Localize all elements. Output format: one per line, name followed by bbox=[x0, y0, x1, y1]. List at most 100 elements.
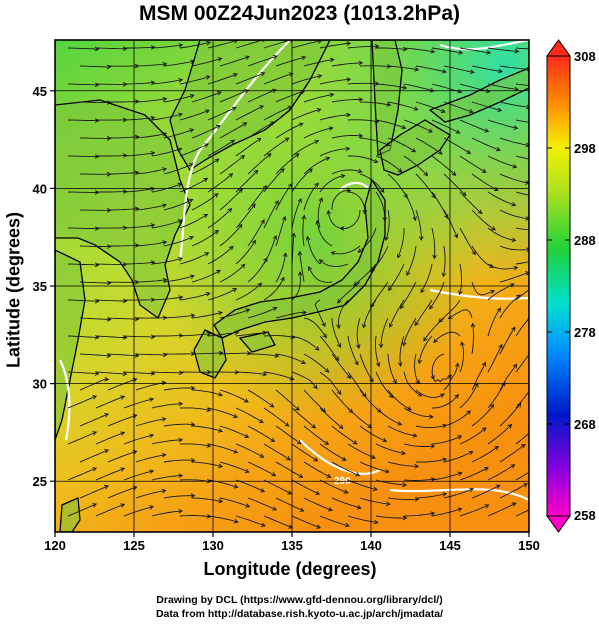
streamline bbox=[459, 227, 476, 255]
streamline-arrow bbox=[447, 374, 452, 380]
streamline-arrow bbox=[272, 506, 278, 511]
streamline-arrow bbox=[531, 312, 535, 316]
streamline-arrow bbox=[260, 219, 265, 224]
streamline-arrow bbox=[298, 122, 304, 127]
colorbar-tick-label: 258 bbox=[574, 508, 596, 523]
streamline bbox=[247, 389, 274, 408]
streamline-arrow bbox=[524, 271, 529, 276]
streamline-arrow bbox=[313, 384, 318, 390]
streamline bbox=[263, 73, 293, 85]
streamline bbox=[163, 198, 193, 211]
streamline bbox=[235, 479, 265, 493]
streamline bbox=[420, 263, 433, 293]
streamline bbox=[123, 335, 155, 338]
streamline bbox=[515, 471, 529, 481]
streamline bbox=[219, 188, 243, 211]
streamline-arrow bbox=[495, 484, 501, 489]
streamline-arrow bbox=[423, 171, 429, 177]
streamline bbox=[191, 270, 221, 283]
streamline-arrow bbox=[412, 433, 418, 438]
streamline-arrow bbox=[271, 472, 277, 477]
streamline-arrow bbox=[230, 139, 236, 145]
streamline bbox=[431, 119, 460, 134]
streamline bbox=[135, 168, 167, 175]
streamline-arrow bbox=[526, 247, 529, 252]
streamline bbox=[375, 155, 403, 173]
streamline bbox=[108, 100, 139, 103]
streamline-arrow bbox=[286, 456, 291, 461]
streamline-arrow bbox=[439, 393, 445, 398]
streamline bbox=[389, 299, 405, 328]
streamline bbox=[499, 101, 529, 108]
streamline bbox=[347, 155, 378, 163]
streamline bbox=[96, 190, 127, 193]
streamline bbox=[471, 137, 501, 151]
streamline bbox=[487, 424, 512, 445]
streamline bbox=[135, 241, 167, 247]
streamline bbox=[247, 55, 278, 67]
streamline bbox=[459, 155, 487, 173]
streamline bbox=[151, 113, 183, 121]
streamline bbox=[406, 245, 417, 276]
streamline bbox=[357, 227, 377, 253]
streamline-arrow bbox=[106, 244, 112, 249]
streamline-arrow bbox=[206, 40, 212, 46]
contour-line bbox=[59, 359, 71, 441]
streamline bbox=[303, 389, 326, 413]
streamline bbox=[319, 371, 342, 395]
streamline bbox=[515, 83, 529, 86]
streamline bbox=[95, 432, 125, 445]
streamline-arrow bbox=[298, 473, 304, 478]
streamline bbox=[135, 490, 166, 499]
streamline bbox=[429, 281, 445, 310]
streamline-arrow bbox=[178, 43, 184, 48]
streamline-arrow bbox=[149, 433, 155, 439]
streamline bbox=[151, 439, 183, 445]
contour-line bbox=[429, 288, 529, 300]
streamline-arrow bbox=[432, 254, 437, 260]
streamline-arrow bbox=[481, 427, 487, 432]
streamline-arrow bbox=[321, 322, 326, 328]
streamline bbox=[487, 344, 503, 373]
streamline-arrow bbox=[162, 61, 168, 67]
streamline bbox=[108, 171, 139, 175]
streamline bbox=[67, 227, 99, 230]
colorbar-tick-label: 308 bbox=[574, 49, 596, 64]
streamline-arrow bbox=[396, 253, 402, 259]
streamline bbox=[387, 497, 419, 500]
colorbar-ticks: 258 268 278 288 298 308 bbox=[547, 49, 596, 523]
streamline-arrow bbox=[134, 99, 140, 104]
streamline-arrow bbox=[313, 457, 319, 462]
streamline bbox=[235, 443, 264, 458]
streamline-arrow bbox=[305, 235, 311, 241]
streamline bbox=[359, 353, 374, 382]
streamline-arrow bbox=[322, 333, 327, 339]
streamline bbox=[191, 311, 223, 319]
streamline bbox=[431, 472, 462, 481]
streamline bbox=[443, 451, 473, 463]
streamline bbox=[151, 403, 183, 409]
credit-data-source: Data from http://database.rish.kyoto-u.a… bbox=[155, 608, 444, 620]
streamline-arrow bbox=[315, 490, 320, 495]
streamline bbox=[527, 351, 529, 355]
streamline bbox=[375, 83, 407, 89]
streamline-arrow bbox=[514, 48, 520, 54]
streamline-arrow bbox=[454, 393, 459, 399]
streamline-arrow bbox=[260, 488, 266, 493]
streamline bbox=[331, 497, 362, 509]
streamline bbox=[235, 282, 262, 301]
streamline-arrow bbox=[455, 129, 461, 134]
streamline bbox=[179, 143, 209, 157]
streamline-arrow bbox=[469, 69, 475, 75]
colorbar-top-cap bbox=[546, 39, 571, 57]
streamline bbox=[291, 108, 321, 121]
streamline-arrow bbox=[516, 294, 521, 299]
streamline bbox=[331, 169, 362, 175]
streamline bbox=[403, 371, 422, 397]
streamline bbox=[303, 497, 333, 511]
streamline-arrow bbox=[440, 108, 446, 114]
map-title: MSM 00Z24Jun2023 (1013.2hPa) bbox=[139, 2, 460, 25]
streamline-arrow bbox=[274, 200, 279, 205]
streamline-arrow bbox=[189, 235, 194, 241]
streamline bbox=[375, 119, 406, 129]
